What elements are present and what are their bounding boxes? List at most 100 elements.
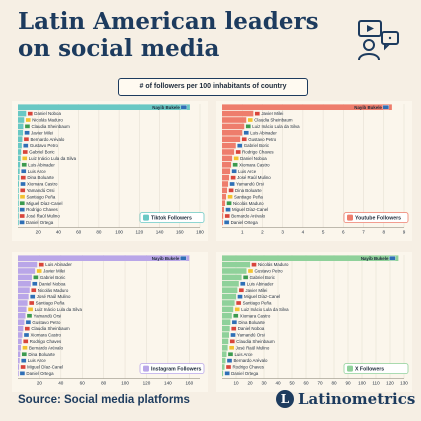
bar-label: Luiz Inácio Lula da Silva [35,307,83,312]
bar-jose-raul-mulino [18,213,19,219]
bar-label: Bernardo Arévalo [30,137,64,142]
tiktok-followers-icon [143,214,149,221]
flag-icon [229,181,235,187]
bar-javier-milei [222,287,238,293]
legend-label: Youtube Followers [355,216,401,222]
flag-icon [22,149,28,155]
flag-icon [245,124,251,129]
bar-label: Dina Boluarte [235,188,262,193]
bar-dina-boluarte [18,351,21,357]
bar-javier-milei [18,130,24,136]
flag-icon [26,313,33,318]
tick-label: 9 [403,230,406,235]
tick-label: 100 [121,381,129,386]
flag-icon [243,130,249,135]
bar-miguel-diaz-canel [222,293,236,300]
page-title: Latin American leaders on social media [18,8,319,62]
flag-icon [227,352,234,357]
bar-daniel-noboa [222,325,230,332]
bar-label: Gustavo Petro [248,137,277,142]
bar-label: Daniel Ortega [231,220,259,225]
bar-label: Luis Abinader [250,130,277,135]
bar-label: Luis Arce [28,169,47,174]
bar-label: Javier Milei [43,269,65,274]
bar-label: Javier Milei [261,111,283,116]
flag-icon [228,188,234,193]
tick-label: 160 [185,381,193,386]
bar-label: Gustavo Petro [255,269,284,274]
flag-icon [226,201,232,206]
bar-miguel-diaz-canel [18,364,20,370]
tick-label: 120 [143,381,151,386]
bar-gustavo-petro [222,268,247,274]
flag-icon [24,124,31,129]
bar-label: Dina Boluarte [238,320,265,325]
bar-label: Luiz Inácio Lula da Silva [241,307,289,312]
flag-icon [234,307,240,312]
bar-miguel-diaz-canel [18,200,19,206]
bar-label: José Raúl Mulino [237,175,271,180]
bar-label: Daniel Noboa [39,281,66,286]
bar-gustavo-petro [18,319,25,325]
bar-label: Luis Abinader [247,281,274,286]
flag-icon [237,294,243,299]
tick-label: 80 [101,381,107,386]
bar-label: Nicolás Maduro [258,262,289,267]
bar-daniel-noboa [18,281,31,287]
bar-luiz-inacio-lula-da-silva [222,123,245,130]
bar-label: Luis Arce [28,358,47,363]
bar-claudia-sheinbaum [18,325,24,332]
bar-nayib-bukele [222,104,392,110]
bar-label: Claudia Sheinbaum [254,118,293,123]
tick-label: 60 [80,381,86,386]
bar-dina-boluarte [222,187,228,194]
flag-icon [228,345,235,350]
bar-xiomara-castro [18,332,23,338]
bar-label: Claudia Sheinbaum [236,339,275,344]
bar-label: Rodrigo Chaves [26,207,58,212]
flag-icon [21,169,27,174]
flag-icon [38,262,44,267]
flag-icon [33,275,39,280]
flag-icon [231,320,238,325]
flag-icon [20,364,26,370]
flag-icon [240,281,246,286]
flag-icon [19,371,26,376]
bar-nicolas-maduro [222,200,226,206]
bar-luis-abinader [18,162,21,168]
flag-icon [28,300,35,306]
bar-santiago-pena [222,194,227,200]
chart-subtitle: # of followers per 100 inhabitants of co… [118,78,308,96]
flag-icon [21,352,28,357]
tick-label: 140 [164,381,172,386]
flag-icon [19,213,25,219]
flag-icon [22,156,28,161]
bar-bernardo-arevalo [222,357,226,364]
bar-claudia-sheinbaum [222,117,247,123]
tick-label: 110 [372,381,380,386]
bar-gabriel-boric [18,274,32,281]
flag-icon [233,156,239,161]
bar-label: Daniel Noboa [238,326,265,331]
bar-label: Dina Boluarte [27,175,54,180]
bar-xiomara-castro [222,313,232,319]
bar-label: José Raúl Mulino [236,345,270,350]
tick-label: 20 [37,381,43,386]
bar-daniel-ortega [222,219,223,226]
bar-luis-abinader [222,130,243,136]
bar-bernardo-arevalo [18,136,23,142]
bar-luiz-inacio-lula-da-silva [18,155,21,162]
bar-label: Luis Abinader [28,162,55,167]
bar-label: Miguel Díaz-Canel [244,294,280,299]
bar-label: Nicolás Maduro [38,288,69,293]
tick-label: 50 [289,381,295,386]
flag-icon [31,288,37,293]
source-note: Source: Social media platforms [18,394,190,406]
bar-yamandu-orsi [18,313,26,319]
flag-icon [20,188,26,193]
flag-icon [235,300,242,306]
flag-icon [235,149,241,155]
flag-icon [229,339,235,344]
bar-daniel-ortega [18,370,19,377]
bar-xiomara-castro [222,162,232,168]
